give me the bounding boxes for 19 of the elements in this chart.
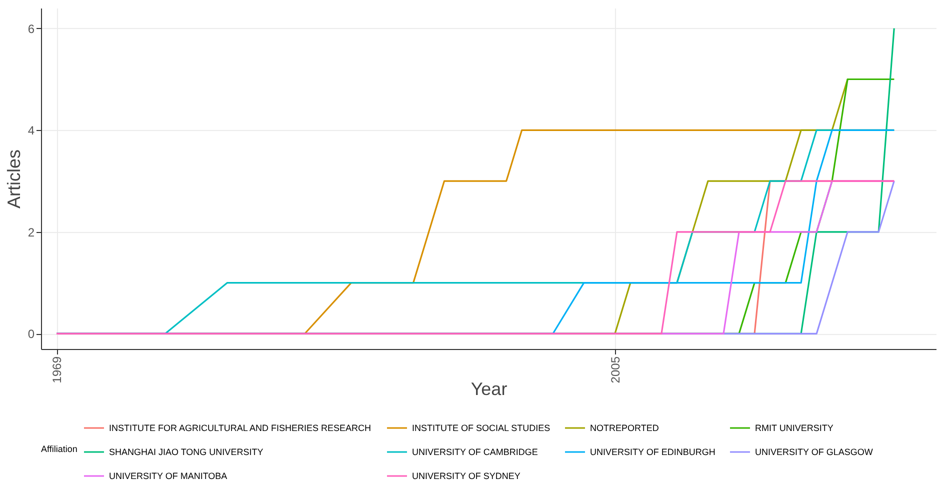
legend-label: UNIVERSITY OF CAMBRIDGE xyxy=(412,447,538,457)
y-tick-label: 0 xyxy=(28,327,35,342)
y-tick-label: 6 xyxy=(28,22,35,36)
y-tick-label: 4 xyxy=(28,124,35,138)
legend-label: INSTITUTE FOR AGRICULTURAL AND FISHERIES RESEARCH xyxy=(109,423,372,433)
legend-title: Affiliation xyxy=(41,444,78,454)
y-tick-label: 2 xyxy=(28,225,35,240)
legend-label: NOTREPORTED xyxy=(590,423,660,433)
legend-label: UNIVERSITY OF MANITOBA xyxy=(109,471,228,481)
x-tick-label: 2005 xyxy=(608,356,622,384)
legend-label: UNIVERSITY OF EDINBURGH xyxy=(590,447,716,457)
legend-label: RMIT UNIVERSITY xyxy=(755,423,834,433)
legend-label: INSTITUTE OF SOCIAL STUDIES xyxy=(412,423,550,433)
x-axis-title: Year xyxy=(470,379,508,400)
y-axis-title: Articles xyxy=(4,149,24,209)
legend-label: SHANGHAI JIAO TONG UNIVERSITY xyxy=(109,447,264,457)
x-tick-label: 1969 xyxy=(50,356,64,384)
legend-label: UNIVERSITY OF GLASGOW xyxy=(755,447,874,457)
legend-label: UNIVERSITY OF SYDNEY xyxy=(412,471,520,481)
